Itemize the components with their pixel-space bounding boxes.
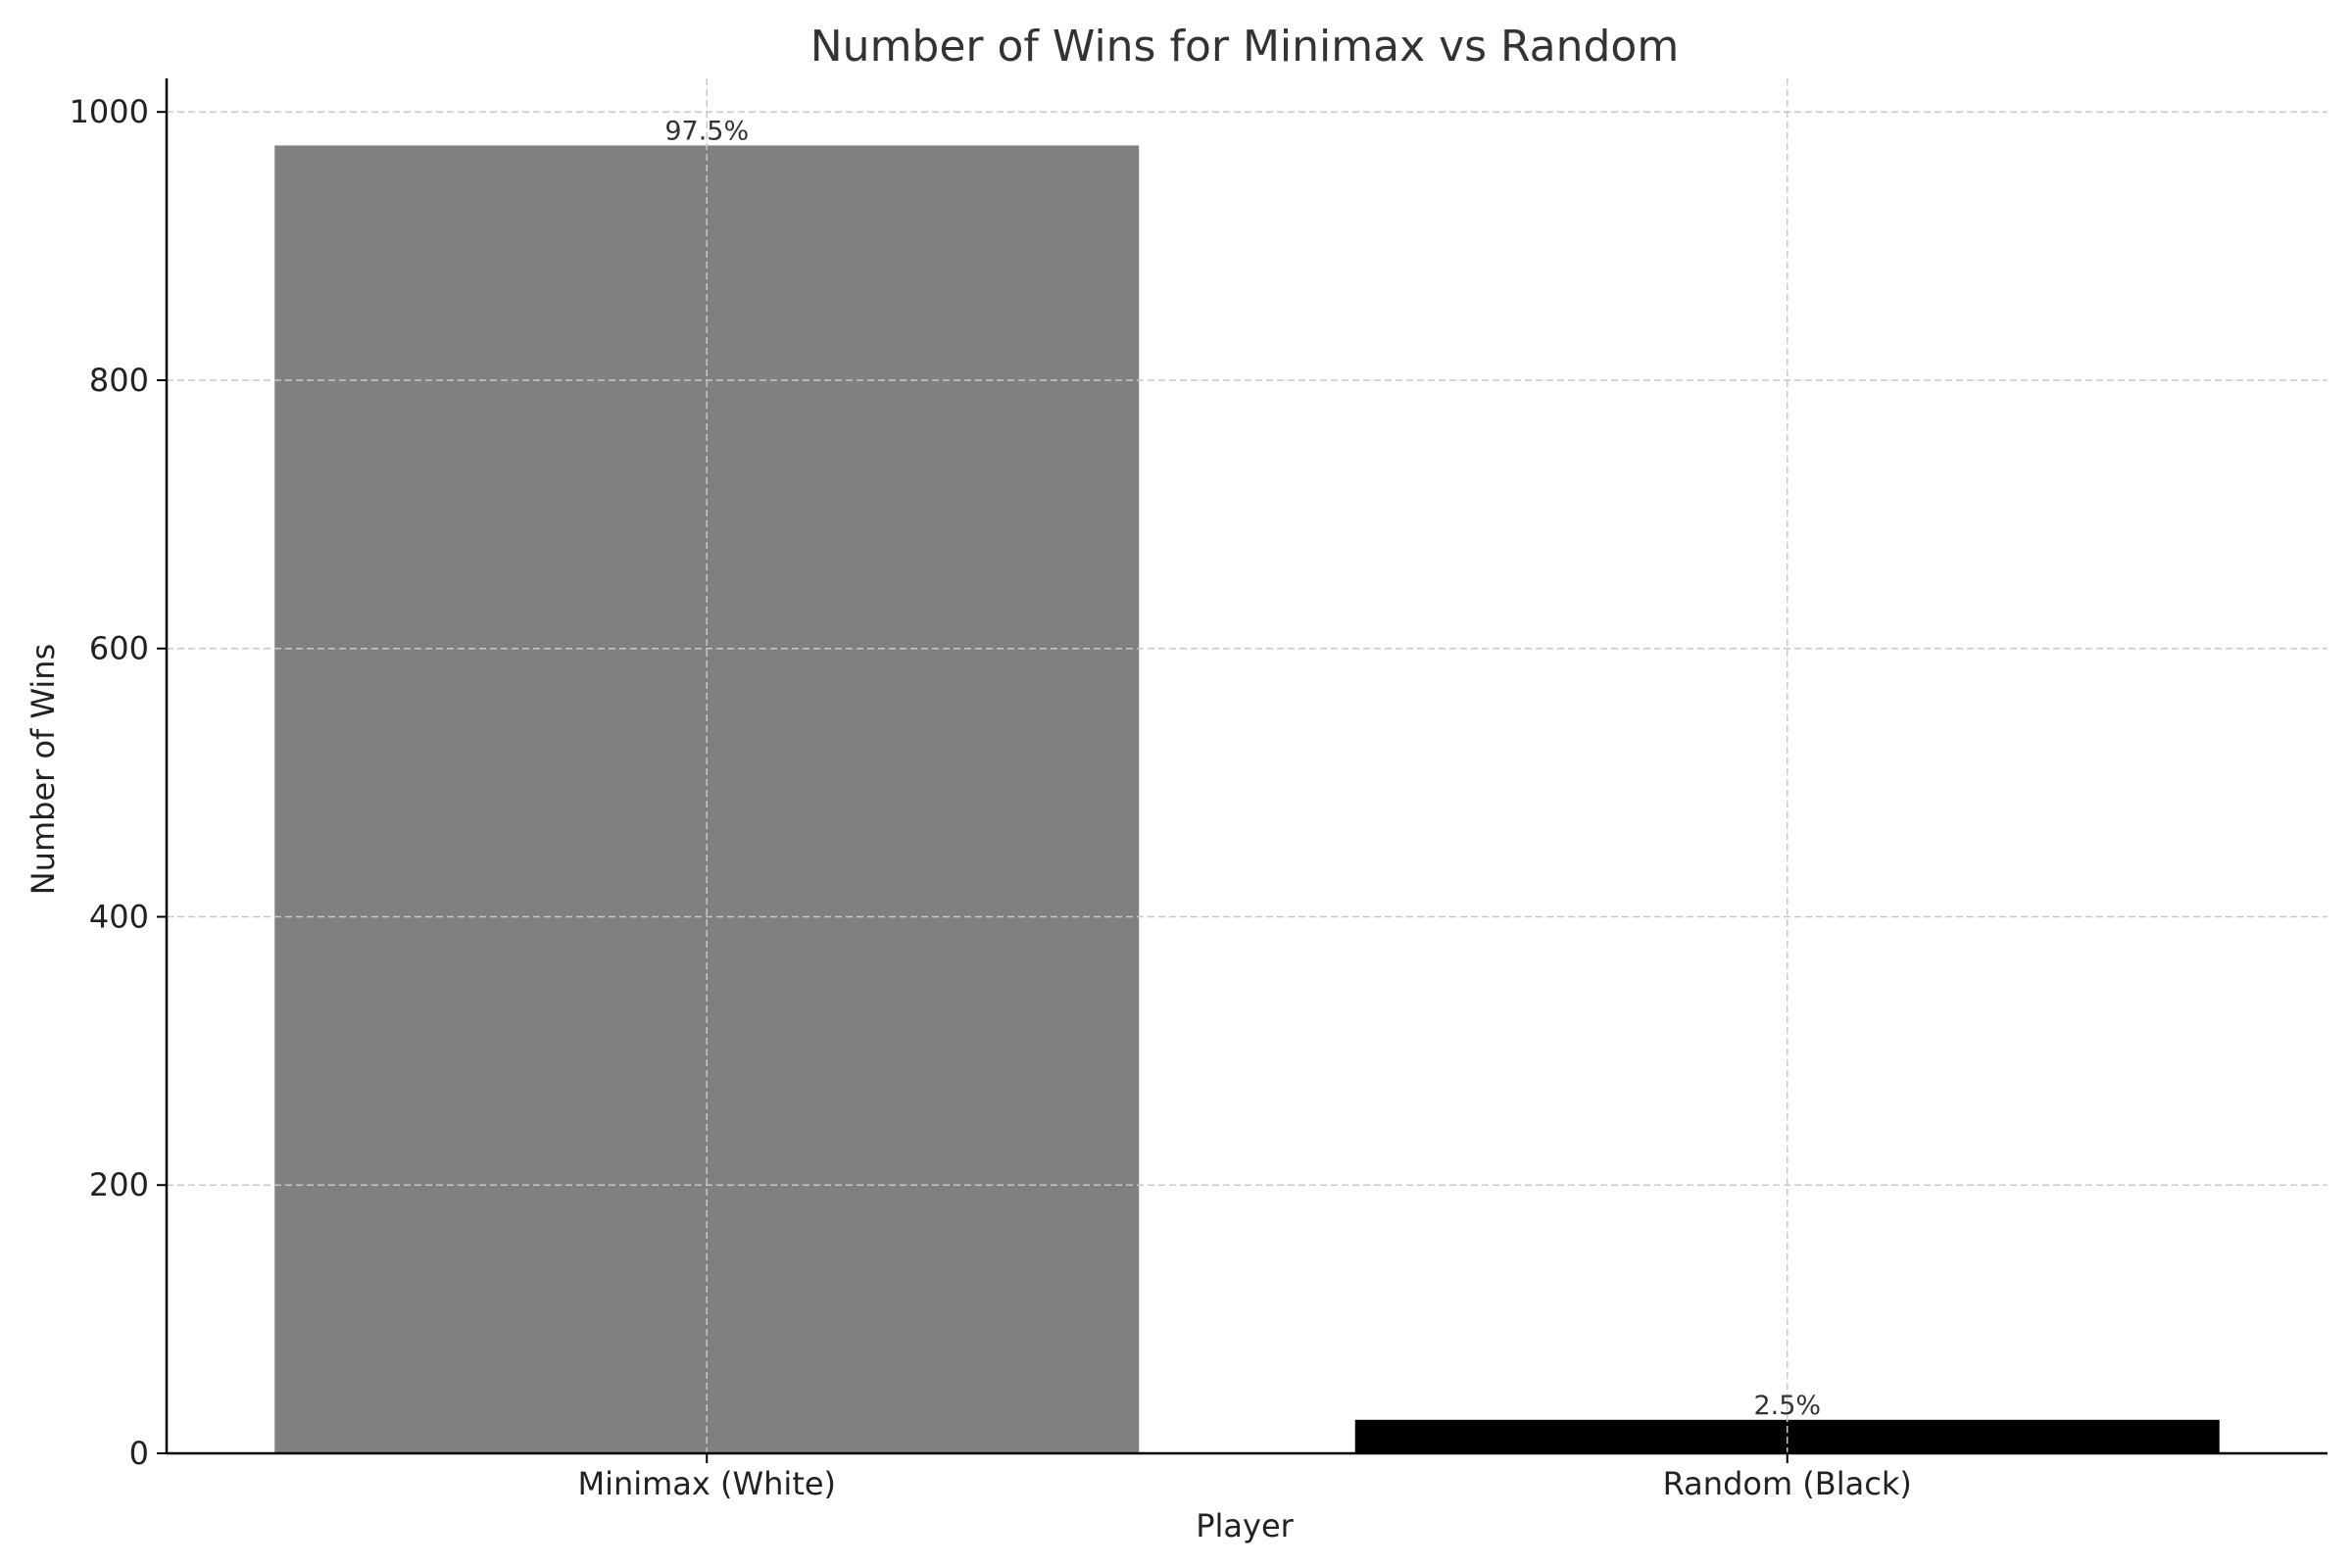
chart-title: Number of Wins for Minimax vs Random xyxy=(810,22,1679,72)
y-tick-label-3: 600 xyxy=(89,630,149,667)
y-tick-label-0: 0 xyxy=(129,1435,149,1472)
axes xyxy=(157,78,2328,1463)
y-tick-label-1: 200 xyxy=(89,1166,149,1203)
grid-overlay xyxy=(167,78,2328,1453)
x-tick-label-1: Random (Black) xyxy=(1663,1465,1912,1502)
labels: 0 200 400 600 800 1000 Minimax (White) Random (… xyxy=(70,93,1912,1502)
y-tick-label-4: 800 xyxy=(89,362,149,399)
y-tick-label-2: 400 xyxy=(89,898,149,935)
data-label-0: 97.5% xyxy=(664,116,749,146)
x-axis-label: Player xyxy=(1196,1507,1294,1544)
data-label-1: 2.5% xyxy=(1753,1391,1821,1421)
y-axis-label: Number of Wins xyxy=(24,644,62,896)
y-tick-label-5: 1000 xyxy=(70,93,149,130)
x-tick-label-0: Minimax (White) xyxy=(577,1465,836,1502)
bars xyxy=(274,145,2220,1454)
